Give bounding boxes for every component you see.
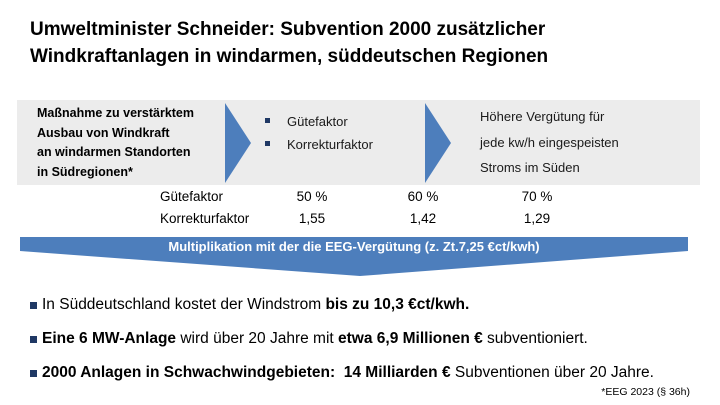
page-title-line1: Umweltminister Schneider: Subvention 200… bbox=[30, 19, 546, 40]
bullet-square-icon bbox=[30, 336, 37, 343]
factor-label: Korrekturfaktor bbox=[287, 137, 373, 152]
table-row-label: Gütefaktor bbox=[160, 189, 224, 204]
measure-box: Maßnahme zu verstärktem Ausbau von Windk… bbox=[37, 104, 194, 182]
result-box: Höhere Vergütung für jede kw/h eingespei… bbox=[480, 104, 619, 181]
table-cell: 1,29 bbox=[523, 211, 551, 226]
process-band bbox=[17, 100, 700, 185]
table-cell: 1,55 bbox=[298, 211, 326, 226]
measure-box-line2: Ausbau von Windkraft bbox=[37, 125, 170, 140]
result-box-line2: jede kw/h eingespeisten bbox=[480, 134, 619, 150]
conclusion-bullet-2: Eine 6 MW-Anlage wird über 20 Jahre mit … bbox=[30, 330, 588, 348]
measure-box-line4: in Südregionen* bbox=[37, 164, 133, 179]
bullet-square-icon bbox=[30, 370, 37, 377]
bullet-square-icon bbox=[30, 302, 37, 309]
multiplication-banner: Multiplikation mit der die EEG-Vergütung… bbox=[20, 237, 688, 276]
footnote: *EEG 2023 (§ 36h) bbox=[601, 386, 690, 398]
table-cell: 70 % bbox=[521, 189, 553, 204]
multiplication-banner-text: Multiplikation mit der die EEG-Vergütung… bbox=[168, 239, 540, 254]
table-cell: 50 % bbox=[296, 189, 328, 204]
table-row-label: Korrekturfaktor bbox=[160, 211, 250, 226]
page-title-line2: Windkraftanlagen in windarmen, süddeutsc… bbox=[30, 46, 549, 67]
conclusion-bullet-1: In Süddeutschland kostet der Windstrom b… bbox=[30, 296, 469, 314]
bullet-square-icon bbox=[265, 141, 270, 146]
result-box-line3: Stroms im Süden bbox=[480, 160, 580, 175]
list-item: Korrekturfaktor bbox=[265, 133, 373, 156]
bullet-square-icon bbox=[265, 118, 270, 123]
list-item: Gütefaktor bbox=[265, 110, 373, 133]
measure-box-line3: an windarmen Standorten bbox=[37, 145, 191, 159]
page-title: Umweltminister Schneider: Subvention 200… bbox=[30, 16, 650, 70]
conclusion-text: In Süddeutschland kostet der Windstrom b… bbox=[42, 296, 470, 313]
factor-label: Gütefaktor bbox=[287, 114, 348, 129]
factors-list: Gütefaktor Korrekturfaktor bbox=[265, 110, 373, 156]
conclusion-text: 2000 Anlagen in Schwachwindgebieten: 14 … bbox=[42, 364, 654, 381]
table-cell: 1,42 bbox=[409, 211, 437, 226]
measure-box-line1: Maßnahme zu verstärktem bbox=[37, 106, 195, 120]
result-box-line1: Höhere Vergütung für bbox=[480, 109, 605, 124]
conclusion-text: Eine 6 MW-Anlage wird über 20 Jahre mit … bbox=[42, 330, 588, 347]
table-cell: 60 % bbox=[407, 189, 439, 204]
conclusion-bullet-3: 2000 Anlagen in Schwachwindgebieten: 14 … bbox=[30, 364, 654, 382]
